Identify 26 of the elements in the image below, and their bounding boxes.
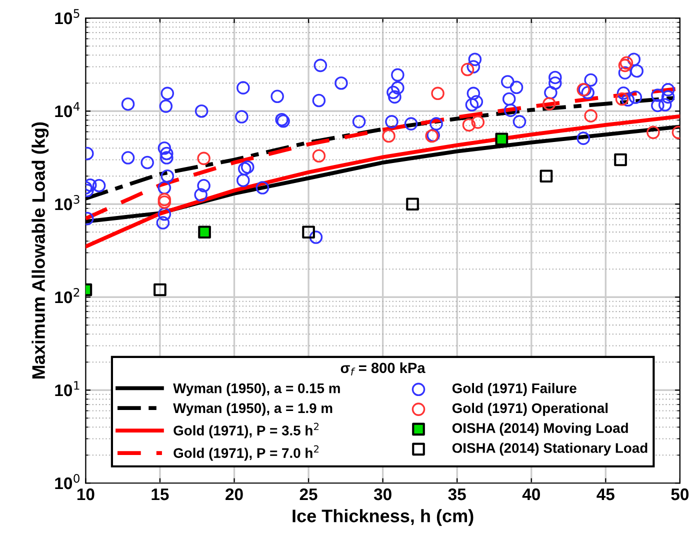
y-tick-label: 10$^{3}$ bbox=[55, 194, 80, 210]
legend-label: Wyman (1950), a = 0.15 m bbox=[173, 383, 340, 396]
x-tick-label: 45 bbox=[596, 488, 614, 500]
y-tick-label: 10$^{0}$ bbox=[55, 474, 80, 490]
x-tick-label: 40 bbox=[522, 488, 540, 500]
x-tick-label: 25 bbox=[300, 488, 318, 500]
y-axis-title: Maximum Allowable Load (kg) bbox=[32, 122, 49, 378]
legend-label: Gold (1971), P = 7.0 h$^{2}$ bbox=[174, 445, 319, 461]
x-tick-label: 30 bbox=[374, 488, 392, 500]
x-axis-title: Ice Thickness, h (cm) bbox=[292, 509, 474, 526]
y-tick-label: 10$^{5}$ bbox=[55, 9, 80, 24]
x-tick-label: 50 bbox=[671, 488, 689, 500]
x-tick-label: 35 bbox=[448, 488, 466, 500]
x-tick-label: 15 bbox=[152, 488, 169, 500]
x-tick-label: 10 bbox=[77, 488, 94, 500]
legend-label: Gold (1971) Failure bbox=[452, 383, 576, 396]
y-tick-label: 10$^{4}$ bbox=[55, 102, 80, 118]
legend-label: OISHA (2014) Stationary Load bbox=[452, 442, 648, 456]
legend-label: Gold (1971), P = 3.5 h$^{2}$ bbox=[174, 422, 319, 438]
legend-label: Wyman (1950), a = 1.9 m bbox=[173, 402, 332, 416]
legend-label: Gold (1971) Operational bbox=[452, 402, 608, 416]
y-tick-label: 10$^{2}$ bbox=[55, 288, 80, 304]
x-tick-label: 20 bbox=[226, 488, 243, 500]
legend-label: OISHA (2014) Moving Load bbox=[452, 422, 628, 436]
legend-title: σ$_{f}$ = 800 kPa bbox=[340, 362, 426, 376]
y-tick-label: 10$^{1}$ bbox=[55, 381, 80, 396]
